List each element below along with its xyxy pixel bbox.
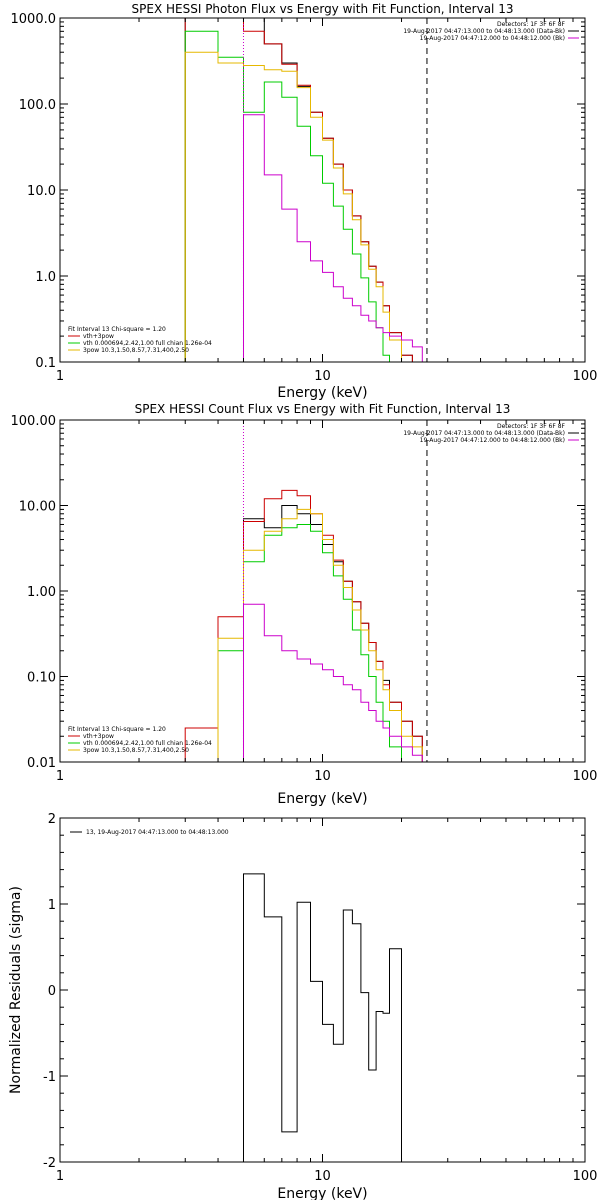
- x-tick-label: 10: [314, 1169, 331, 1184]
- chart-title: SPEX HESSI Photon Flux vs Energy with Fi…: [132, 2, 514, 16]
- x-axis-label: Energy (keV): [277, 791, 367, 807]
- legend-entry: Detectors: 1F 3F 6F 8F: [497, 21, 566, 28]
- axes-frame: [59, 419, 586, 763]
- legend-entry: Fit Interval 13 Chi-square = 1.20: [68, 326, 166, 333]
- legend-bottom-left: Fit Interval 13 Chi-square = 1.20vth+3po…: [68, 326, 212, 354]
- legend-entry: Fit Interval 13 Chi-square = 1.20: [68, 726, 166, 733]
- series-line-3: [217, 524, 423, 762]
- x-tick-label: 1: [56, 1169, 64, 1184]
- y-tick-label: 10.00: [19, 500, 56, 515]
- plot-area: [184, 489, 423, 762]
- chart-panel-3: 1 10 100 -2 -1 0 1 2 Energy (keV) Normalized Resi…: [8, 812, 597, 1200]
- y-tick-label: -2: [43, 1156, 56, 1171]
- y-axis: -2 -1 0 1 2: [43, 812, 585, 1171]
- x-tick-label: 10: [314, 369, 331, 384]
- y-tick-label: 1.0: [35, 270, 56, 285]
- x-tick-label: 100: [573, 769, 598, 784]
- legend-entry: 19-Aug-2017 04:47:13.000 to 04:48:13.000…: [403, 430, 565, 437]
- x-axis-label: Energy (keV): [277, 385, 367, 401]
- legend-entry: vth+3pow: [83, 333, 114, 340]
- legend-entry: 19-Aug-2017 04:47:12.000 to 04:48:12.000…: [420, 35, 565, 42]
- x-tick-label: 100: [573, 1169, 598, 1184]
- y-tick-label: -1: [43, 1070, 56, 1085]
- y-tick-label: 1.00: [27, 585, 56, 600]
- chart-panel-2: 1 10 100 0.01 0.10 1.00 10.00 100.00 SPEX HESSI …: [11, 402, 598, 807]
- y-tick-label: 0.01: [27, 756, 56, 771]
- x-axis: 1 10 100: [56, 18, 598, 384]
- series-line-1: [184, 18, 423, 362]
- series-line-4: [217, 508, 423, 762]
- legend-entry: 19-Aug-2017 04:47:12.000 to 04:48:12.000…: [420, 437, 565, 444]
- y-axis: 0.1 1.0 10.0 100.0 1000.0: [11, 12, 585, 371]
- x-axis: 1 10 100: [56, 818, 598, 1184]
- plot-area: [184, 18, 423, 362]
- legend-bottom-left: Fit Interval 13 Chi-square = 1.20vth+3po…: [68, 726, 212, 754]
- legend-entry: 13, 19-Aug-2017 04:47:13.000 to 04:48:13…: [86, 829, 229, 836]
- y-tick-label: 1: [48, 898, 56, 913]
- legend-entry: Detectors: 1F 3F 6F 8F: [497, 423, 566, 430]
- y-tick-label: 0: [48, 984, 56, 999]
- y-tick-label: 100.00: [11, 414, 57, 429]
- y-tick-label: 10.0: [27, 184, 56, 199]
- y-tick-label: 1000.0: [11, 12, 57, 27]
- x-tick-label: 1: [56, 769, 64, 784]
- x-axis: 1 10 100: [56, 420, 598, 784]
- legend-entry: 3pow 10.3,1.50,8.57,7.31,400,2.50: [83, 347, 189, 354]
- y-tick-label: 2: [48, 812, 56, 827]
- series-line-3: [184, 30, 423, 362]
- legend-top-left: 13, 19-Aug-2017 04:47:13.000 to 04:48:13…: [70, 829, 229, 836]
- x-tick-label: 10: [314, 769, 331, 784]
- plot-area: [243, 873, 402, 1162]
- series-line-2: [184, 18, 423, 362]
- chart-title: SPEX HESSI Count Flux vs Energy with Fit…: [135, 402, 511, 416]
- legend-entry: 19-Aug-2017 04:47:13.000 to 04:48:13.000…: [403, 28, 565, 35]
- y-tick-label: 0.10: [27, 671, 56, 686]
- series-line-1: [243, 873, 402, 1162]
- series-line-5: [243, 114, 423, 362]
- y-axis: 0.01 0.10 1.00 10.00 100.00: [11, 414, 585, 771]
- x-tick-label: 1: [56, 369, 64, 384]
- series-line-5: [243, 603, 423, 762]
- legend-entry: vth 0.000694,2.42,1.00 full chian 1.26e-…: [83, 740, 212, 747]
- y-tick-label: 100.0: [19, 98, 56, 113]
- y-axis-label: Normalized Residuals (sigma): [8, 886, 24, 1094]
- x-tick-label: 100: [573, 369, 598, 384]
- x-axis-label: Energy (keV): [277, 1186, 367, 1200]
- legend-entry: vth+3pow: [83, 733, 114, 740]
- series-line-4: [184, 51, 423, 362]
- legend-entry: 3pow 10.3,1.50,8.57,7.31,400,2.50: [83, 747, 189, 754]
- axes-frame: [59, 17, 586, 363]
- legend-entry: vth 0.000694,2.42,1.00 full chian 1.26e-…: [83, 340, 212, 347]
- y-tick-label: 0.1: [35, 356, 56, 371]
- chart-panel-1: 1 10 100 0.1 1.0 10.0 100.0 1000.0 SPEX HESSI Ph…: [11, 2, 598, 401]
